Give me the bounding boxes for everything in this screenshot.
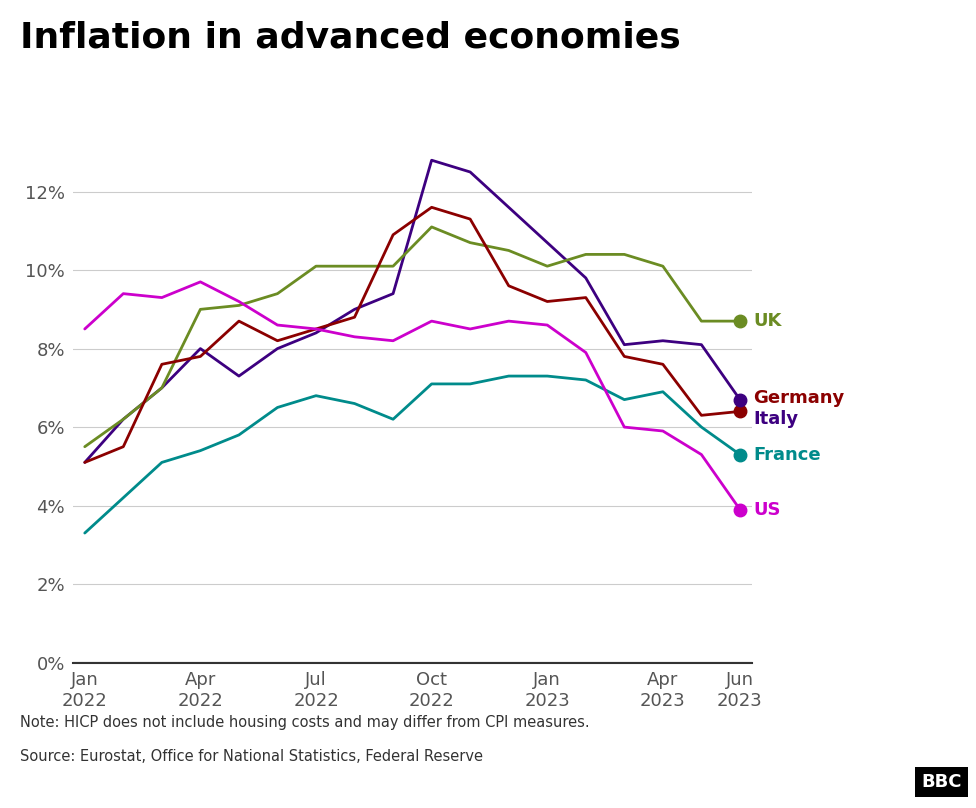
Text: UK: UK (753, 312, 782, 330)
Text: Note: HICP does not include housing costs and may differ from CPI measures.: Note: HICP does not include housing cost… (20, 715, 590, 730)
Text: Inflation in advanced economies: Inflation in advanced economies (20, 20, 680, 54)
Text: BBC: BBC (921, 773, 962, 791)
Text: US: US (753, 500, 781, 519)
Text: Germany: Germany (753, 389, 844, 406)
Text: Italy: Italy (753, 410, 798, 428)
Text: Source: Eurostat, Office for National Statistics, Federal Reserve: Source: Eurostat, Office for National St… (20, 749, 482, 764)
Text: France: France (753, 445, 821, 464)
